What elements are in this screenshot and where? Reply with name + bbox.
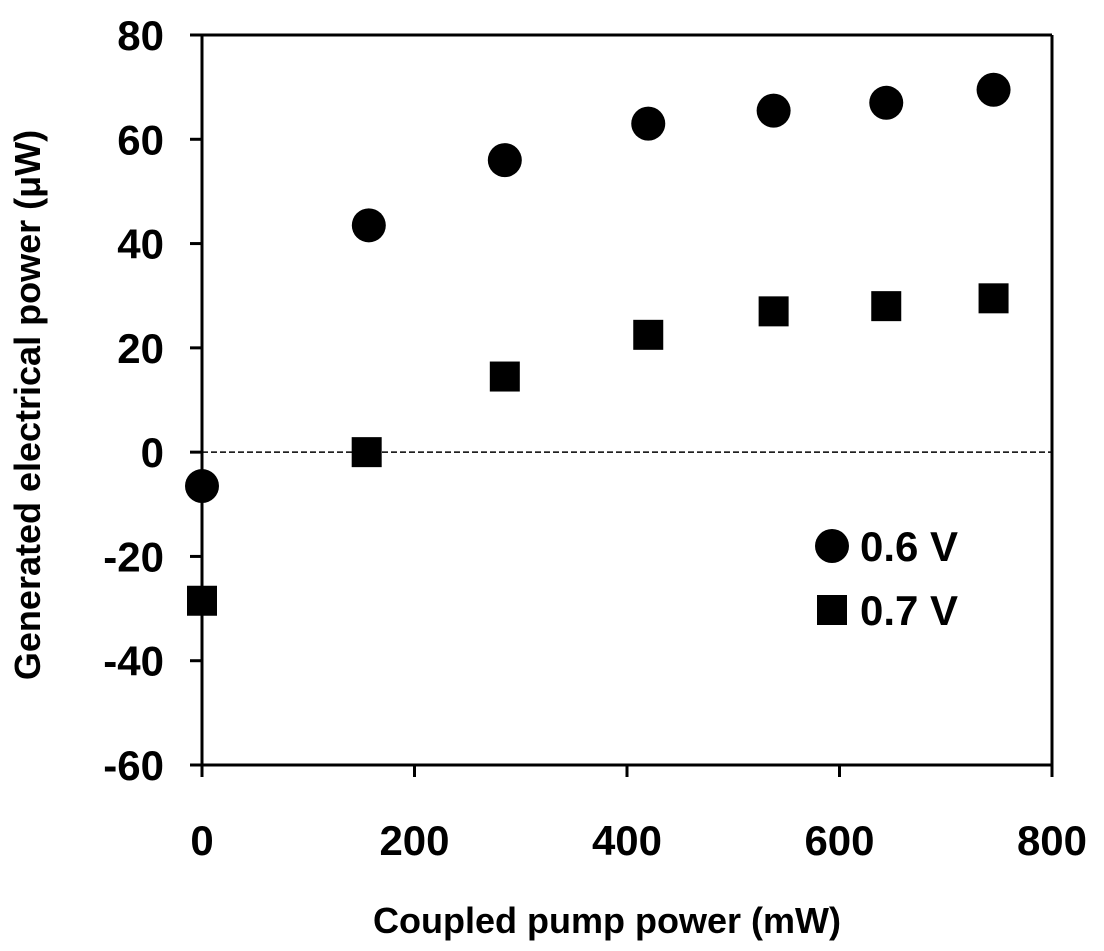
axes — [200, 33, 1054, 767]
y-tick-label: 0 — [141, 429, 164, 476]
y-tick-label: -60 — [103, 742, 164, 789]
y-axis-label: Generated electrical power (μW) — [7, 130, 48, 680]
y-tick-label: -20 — [103, 533, 164, 580]
legend-marker-square — [817, 595, 847, 625]
point-0-7-vv — [871, 291, 902, 322]
legend: 0.6 V 0.7 V — [815, 523, 958, 634]
point-0-6-vv — [631, 106, 666, 141]
x-tick-label: 600 — [804, 817, 874, 864]
point-0-7-vv — [187, 585, 217, 616]
y-tick-label: 80 — [117, 12, 164, 59]
legend-marker-circle — [815, 529, 849, 563]
point-0-7-vv — [758, 296, 789, 327]
x-tick-label: 0 — [190, 817, 213, 864]
tick-marks — [190, 33, 1054, 777]
data-marks — [185, 72, 1011, 616]
point-0-6-vv — [351, 208, 386, 243]
point-0-7-vv — [351, 437, 382, 468]
x-tick-label: 800 — [1017, 817, 1087, 864]
y-tick-label: -40 — [103, 638, 164, 685]
point-0-7-vv — [633, 319, 664, 350]
point-0-6-vv — [869, 85, 904, 120]
x-axis-label: Coupled pump power (mW) — [373, 900, 841, 941]
y-tick-label: 40 — [117, 221, 164, 268]
legend-label: 0.7 V — [860, 587, 958, 634]
y-tick-label: 60 — [117, 116, 164, 163]
point-0-7-vv — [489, 361, 520, 392]
point-0-7-vv — [978, 283, 1009, 314]
point-0-6-vv — [976, 72, 1011, 107]
x-tick-label: 200 — [379, 817, 449, 864]
y-tick-label: 20 — [117, 325, 164, 372]
point-0-6-vv — [756, 93, 791, 128]
point-0-6-vv — [185, 469, 219, 504]
x-tick-label: 400 — [592, 817, 662, 864]
legend-label: 0.6 V — [860, 523, 958, 570]
point-0-6-vv — [487, 143, 522, 178]
